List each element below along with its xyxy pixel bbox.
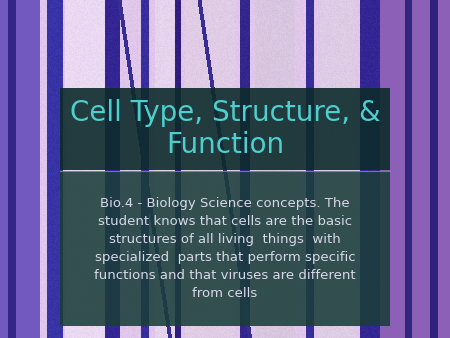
FancyBboxPatch shape	[60, 171, 390, 326]
FancyBboxPatch shape	[60, 88, 390, 170]
Text: Bio.4 - Biology Science concepts. The
student knows that cells are the basic
str: Bio.4 - Biology Science concepts. The st…	[94, 197, 356, 300]
Text: Cell Type, Structure, &
Function: Cell Type, Structure, & Function	[70, 99, 380, 159]
